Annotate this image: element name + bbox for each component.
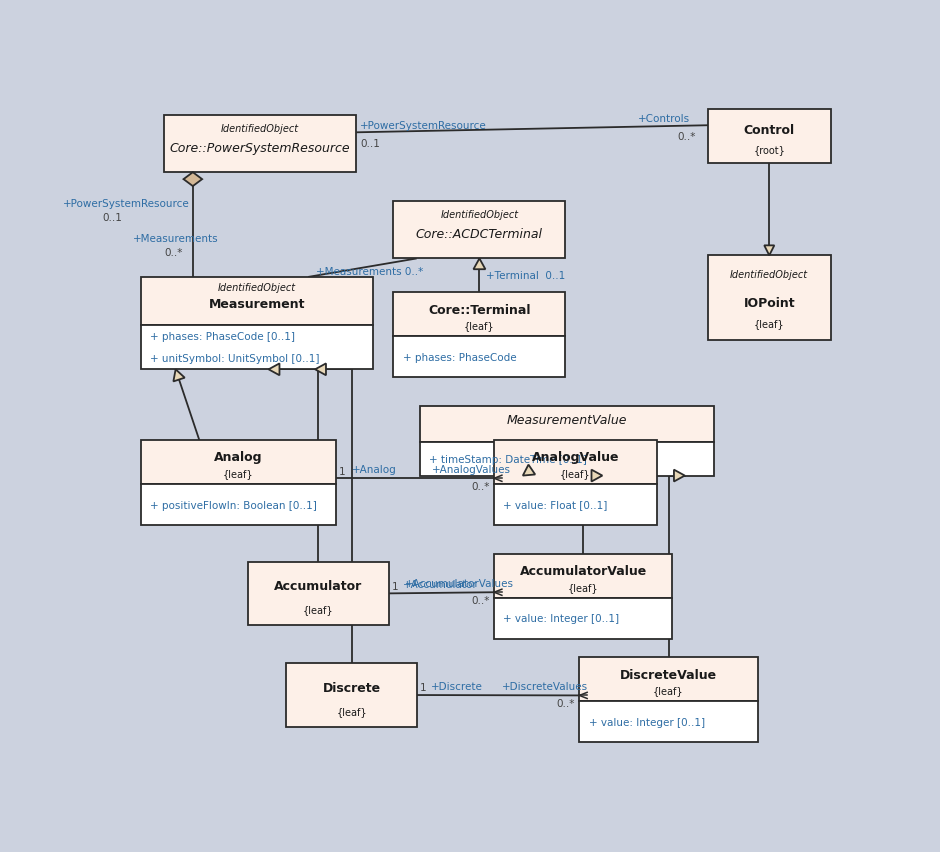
Text: Core::Terminal: Core::Terminal	[429, 303, 531, 316]
Text: Control: Control	[744, 124, 795, 137]
Text: {leaf}: {leaf}	[568, 583, 599, 592]
FancyBboxPatch shape	[494, 440, 657, 485]
FancyBboxPatch shape	[494, 485, 657, 525]
Text: {leaf}: {leaf}	[560, 469, 591, 479]
Text: Discrete: Discrete	[322, 681, 381, 694]
Text: IdentifiedObject: IdentifiedObject	[440, 210, 519, 220]
FancyBboxPatch shape	[287, 664, 416, 727]
Polygon shape	[674, 470, 685, 482]
FancyBboxPatch shape	[164, 116, 356, 173]
Polygon shape	[764, 246, 775, 256]
FancyBboxPatch shape	[579, 701, 758, 742]
Text: Analog: Analog	[214, 451, 262, 463]
Text: + value: Float [0..1]: + value: Float [0..1]	[504, 500, 608, 510]
Text: +AnalogValues: +AnalogValues	[432, 464, 511, 475]
Text: + value: Integer [0..1]: + value: Integer [0..1]	[504, 613, 619, 624]
Text: +Analog: +Analog	[352, 464, 397, 475]
Text: {leaf}: {leaf}	[223, 469, 254, 479]
Polygon shape	[474, 259, 485, 270]
Text: Accumulator: Accumulator	[274, 579, 362, 593]
Text: IdentifiedObject: IdentifiedObject	[730, 270, 808, 279]
Text: AccumulatorValue: AccumulatorValue	[520, 565, 647, 578]
Text: 0..*: 0..*	[556, 699, 574, 708]
Text: +DiscreteValues: +DiscreteValues	[502, 682, 588, 691]
Text: Core::PowerSystemResource: Core::PowerSystemResource	[170, 141, 351, 154]
Text: {leaf}: {leaf}	[653, 686, 683, 695]
Text: +Terminal  0..1: +Terminal 0..1	[486, 271, 565, 281]
Text: 0..*: 0..*	[164, 248, 182, 258]
Polygon shape	[173, 370, 185, 382]
Text: 1: 1	[392, 581, 399, 591]
Text: + value: Integer [0..1]: + value: Integer [0..1]	[588, 717, 705, 727]
Text: 0..1: 0..1	[360, 139, 380, 149]
Text: +AccumulatorValues: +AccumulatorValues	[405, 579, 514, 588]
FancyBboxPatch shape	[420, 443, 714, 476]
FancyBboxPatch shape	[708, 256, 831, 341]
Text: IOPoint: IOPoint	[744, 297, 795, 310]
Text: +Discrete: +Discrete	[431, 681, 482, 691]
Polygon shape	[523, 465, 535, 476]
Text: 1: 1	[339, 466, 346, 476]
FancyBboxPatch shape	[420, 406, 714, 443]
Text: +Accumulator: +Accumulator	[402, 579, 478, 590]
Text: {leaf}: {leaf}	[464, 321, 494, 331]
FancyBboxPatch shape	[494, 598, 672, 639]
Text: +Measurements: +Measurements	[133, 234, 219, 245]
Text: 0..1: 0..1	[102, 213, 122, 222]
Text: {root}: {root}	[753, 146, 785, 155]
Text: Core::ACDCTerminal: Core::ACDCTerminal	[415, 227, 543, 240]
FancyBboxPatch shape	[141, 278, 373, 325]
Text: DiscreteValue: DiscreteValue	[620, 668, 717, 681]
Text: {leaf}: {leaf}	[754, 319, 785, 329]
Text: + phases: PhaseCode: + phases: PhaseCode	[402, 352, 516, 362]
FancyBboxPatch shape	[394, 293, 566, 337]
Text: 0..*: 0..*	[471, 481, 490, 492]
Text: 0..*: 0..*	[471, 596, 490, 605]
Text: Measurement: Measurement	[209, 298, 306, 311]
FancyBboxPatch shape	[394, 202, 566, 259]
Text: MeasurementValue: MeasurementValue	[507, 414, 627, 427]
Text: + phases: PhaseCode [0..1]: + phases: PhaseCode [0..1]	[150, 331, 295, 342]
Polygon shape	[591, 470, 603, 482]
Polygon shape	[269, 364, 279, 376]
Text: + positiveFlowIn: Boolean [0..1]: + positiveFlowIn: Boolean [0..1]	[150, 500, 317, 510]
Text: +Controls: +Controls	[638, 113, 690, 124]
Text: + unitSymbol: UnitSymbol [0..1]: + unitSymbol: UnitSymbol [0..1]	[150, 354, 320, 364]
Text: {leaf}: {leaf}	[337, 706, 367, 716]
Polygon shape	[183, 173, 202, 187]
Text: IdentifiedObject: IdentifiedObject	[221, 124, 299, 134]
Text: {leaf}: {leaf}	[303, 604, 334, 614]
FancyBboxPatch shape	[579, 658, 758, 701]
FancyBboxPatch shape	[141, 485, 337, 525]
FancyBboxPatch shape	[248, 562, 389, 625]
Text: +PowerSystemResource: +PowerSystemResource	[360, 120, 487, 130]
Text: AnalogValue: AnalogValue	[532, 451, 619, 463]
FancyBboxPatch shape	[394, 337, 566, 377]
Text: 1: 1	[420, 682, 427, 693]
FancyBboxPatch shape	[708, 110, 831, 164]
Text: IdentifiedObject: IdentifiedObject	[218, 283, 296, 293]
Text: + timeStamp: DateTime [0..1]: + timeStamp: DateTime [0..1]	[429, 454, 587, 464]
Text: +PowerSystemResource: +PowerSystemResource	[63, 199, 190, 209]
FancyBboxPatch shape	[494, 555, 672, 598]
Polygon shape	[315, 364, 326, 376]
FancyBboxPatch shape	[141, 440, 337, 485]
Text: 0..*: 0..*	[677, 132, 696, 141]
Text: +Measurements 0..*: +Measurements 0..*	[316, 267, 423, 276]
FancyBboxPatch shape	[141, 325, 373, 370]
